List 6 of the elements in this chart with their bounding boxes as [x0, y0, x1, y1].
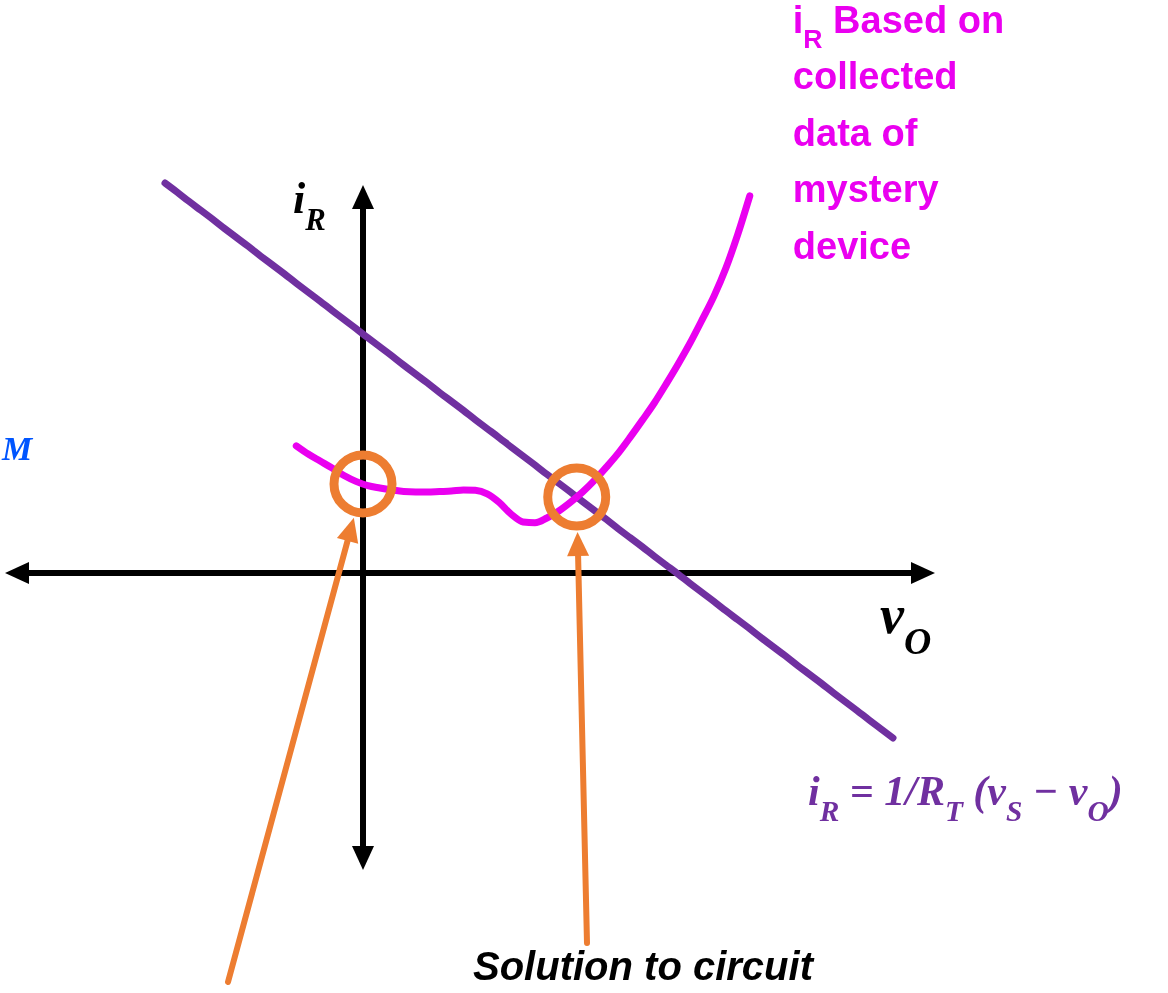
- text: i$_{R}$ = 1/R$_{T}$ (v$_{S}$ − v$_{O}$): [808, 767, 1123, 827]
- y-axis-title: i$_{R}$: [293, 174, 326, 237]
- x-axis-title: v$_{O}$: [880, 585, 932, 662]
- series-label: i$_{R}$ Based on collected data of mystery device: [792, 0, 1005, 267]
- text: M: [1, 430, 34, 467]
- text: Solution to circuit: [473, 944, 815, 988]
